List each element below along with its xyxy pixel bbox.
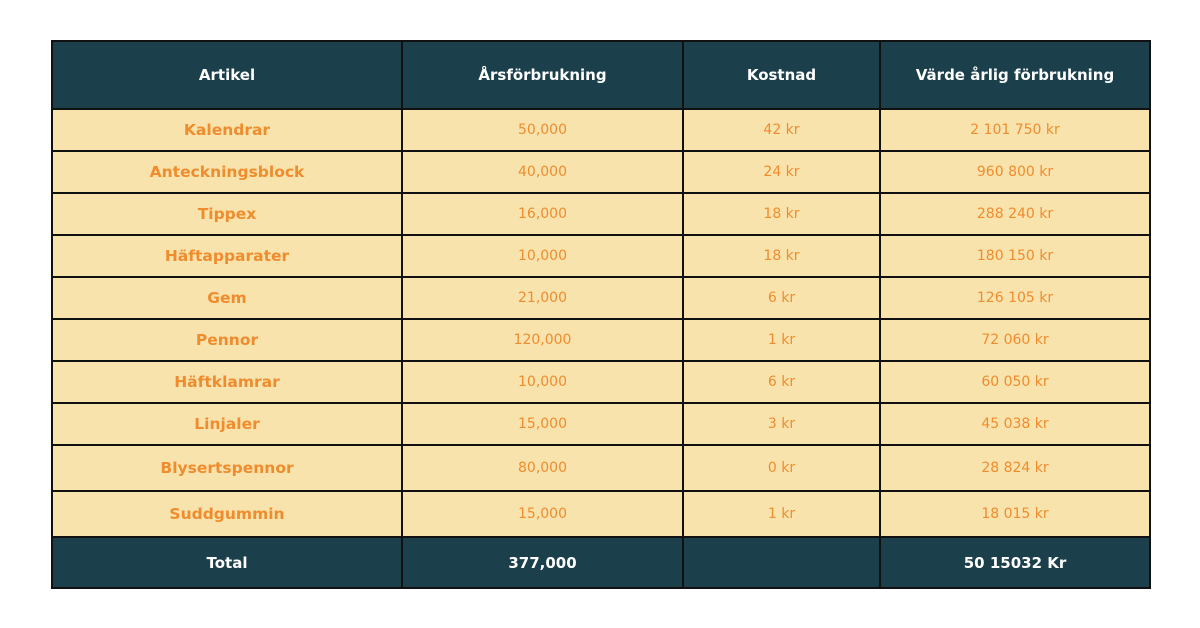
cell-annual-value: 288 240 kr bbox=[879, 192, 1151, 236]
cell-cost: 42 kr bbox=[682, 108, 881, 152]
table-body: Kalendrar 50,000 42 kr 2 101 750 kr Ante… bbox=[51, 108, 1151, 538]
cell-annual-value: 2 101 750 kr bbox=[879, 108, 1151, 152]
header-annual-value: Värde årlig förbrukning bbox=[879, 40, 1151, 110]
table-row: Häftapparater 10,000 18 kr 180 150 kr bbox=[51, 234, 1151, 278]
cell-annual-value: 18 015 kr bbox=[879, 490, 1151, 538]
cell-annual-value: 126 105 kr bbox=[879, 276, 1151, 320]
cell-annual-value: 28 824 kr bbox=[879, 444, 1151, 492]
table-row: Pennor 120,000 1 kr 72 060 kr bbox=[51, 318, 1151, 362]
cell-article: Tippex bbox=[51, 192, 403, 236]
cell-article: Gem bbox=[51, 276, 403, 320]
table-row: Gem 21,000 6 kr 126 105 kr bbox=[51, 276, 1151, 320]
cell-article: Blysertspennor bbox=[51, 444, 403, 492]
cell-cost: 1 kr bbox=[682, 318, 881, 362]
cell-cost: 0 kr bbox=[682, 444, 881, 492]
cell-cost: 6 kr bbox=[682, 276, 881, 320]
total-annual-consumption: 377,000 bbox=[401, 536, 684, 589]
cell-annual-consumption: 120,000 bbox=[401, 318, 684, 362]
cell-annual-consumption: 10,000 bbox=[401, 234, 684, 278]
header-row: Artikel Årsförbrukning Kostnad Värde årl… bbox=[51, 40, 1151, 110]
cell-article: Anteckningsblock bbox=[51, 150, 403, 194]
total-row: Total 377,000 50 15032 Kr bbox=[51, 536, 1151, 589]
cell-annual-value: 45 038 kr bbox=[879, 402, 1151, 446]
cell-annual-value: 180 150 kr bbox=[879, 234, 1151, 278]
cell-annual-consumption: 16,000 bbox=[401, 192, 684, 236]
table-row: Linjaler 15,000 3 kr 45 038 kr bbox=[51, 402, 1151, 446]
cell-cost: 18 kr bbox=[682, 234, 881, 278]
header-article: Artikel bbox=[51, 40, 403, 110]
cell-annual-consumption: 40,000 bbox=[401, 150, 684, 194]
cell-annual-consumption: 21,000 bbox=[401, 276, 684, 320]
cell-annual-value: 960 800 kr bbox=[879, 150, 1151, 194]
table-row: Tippex 16,000 18 kr 288 240 kr bbox=[51, 192, 1151, 236]
table-row: Blysertspennor 80,000 0 kr 28 824 kr bbox=[51, 444, 1151, 492]
table-row: Häftklamrar 10,000 6 kr 60 050 kr bbox=[51, 360, 1151, 404]
cell-article: Häftklamrar bbox=[51, 360, 403, 404]
table-row: Kalendrar 50,000 42 kr 2 101 750 kr bbox=[51, 108, 1151, 152]
cell-article: Pennor bbox=[51, 318, 403, 362]
cell-article: Linjaler bbox=[51, 402, 403, 446]
cell-annual-consumption: 15,000 bbox=[401, 490, 684, 538]
cell-annual-consumption: 10,000 bbox=[401, 360, 684, 404]
cell-annual-value: 72 060 kr bbox=[879, 318, 1151, 362]
cell-cost: 6 kr bbox=[682, 360, 881, 404]
table-row: Suddgummin 15,000 1 kr 18 015 kr bbox=[51, 490, 1151, 538]
cell-cost: 24 kr bbox=[682, 150, 881, 194]
header-cost: Kostnad bbox=[682, 40, 881, 110]
table-row: Anteckningsblock 40,000 24 kr 960 800 kr bbox=[51, 150, 1151, 194]
cell-cost: 18 kr bbox=[682, 192, 881, 236]
cell-annual-consumption: 50,000 bbox=[401, 108, 684, 152]
cell-cost: 3 kr bbox=[682, 402, 881, 446]
cell-annual-value: 60 050 kr bbox=[879, 360, 1151, 404]
total-label: Total bbox=[51, 536, 403, 589]
cell-article: Suddgummin bbox=[51, 490, 403, 538]
cell-cost: 1 kr bbox=[682, 490, 881, 538]
cell-article: Kalendrar bbox=[51, 108, 403, 152]
header-annual-consumption: Årsförbrukning bbox=[401, 40, 684, 110]
cell-annual-consumption: 80,000 bbox=[401, 444, 684, 492]
consumption-table: Artikel Årsförbrukning Kostnad Värde årl… bbox=[51, 40, 1151, 589]
cell-article: Häftapparater bbox=[51, 234, 403, 278]
cell-annual-consumption: 15,000 bbox=[401, 402, 684, 446]
total-annual-value: 50 15032 Kr bbox=[879, 536, 1151, 589]
total-cost bbox=[682, 536, 881, 589]
